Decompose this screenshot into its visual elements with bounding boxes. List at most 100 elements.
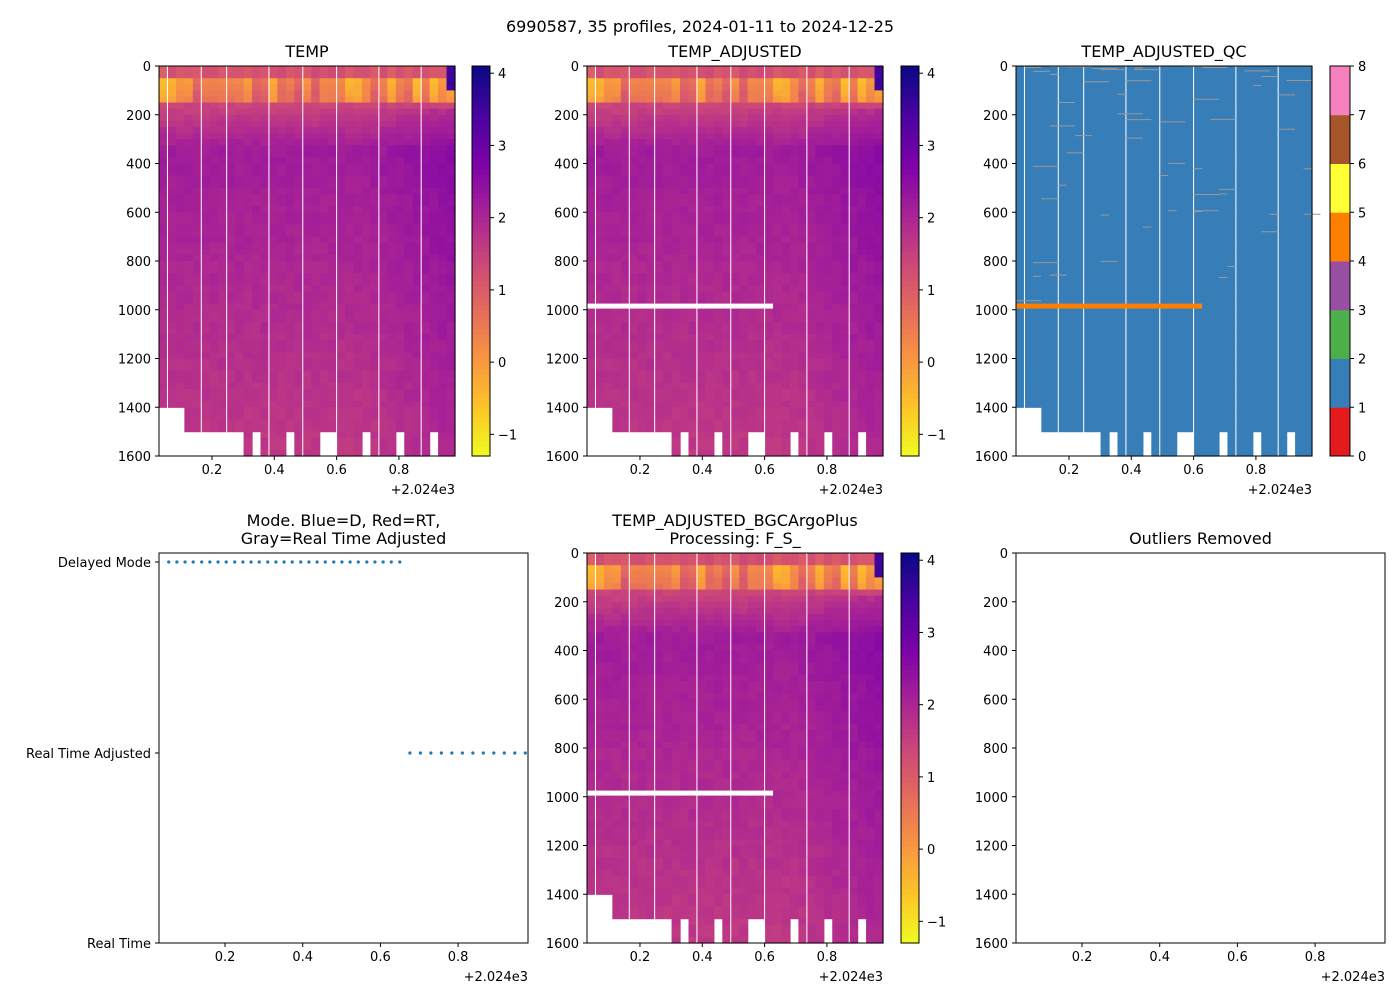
temp-adjusted-cell [603,291,613,299]
temp-adjusted-cell [832,358,842,366]
temp-cell [243,151,253,159]
temp-cell [277,376,287,384]
temp-cell [243,120,253,128]
temp-cell [218,181,228,189]
temp-adjusted-cell [832,285,842,293]
temp-cell [302,431,312,439]
temp-cell [345,340,355,347]
temp-adjusted-qc-cell [1066,267,1076,274]
temp-adjusted-cell [730,273,740,280]
temp-cell [438,364,448,372]
temp-cell [370,388,380,396]
temp-cell [285,212,295,219]
temp-adjusted-cell [832,376,842,384]
temp-adjusted-qc-cell [1024,218,1034,226]
temp-cell [328,157,338,165]
temp-adjusted-cell [603,193,613,201]
temp-adjusted-cell [849,419,859,427]
temp-cell [268,437,278,445]
temp-cell [446,407,456,414]
temp-adjusted-cell [773,437,783,445]
temp-adjusted-cell [663,96,673,104]
temp-adjusted-cell [857,72,867,79]
temp-adjusted-cell [739,126,749,134]
temp-cell [319,376,329,384]
temp-adjusted-cell [637,157,647,165]
temp-cell [353,236,363,244]
temp-adjusted-cell [620,267,630,274]
temp-adjusted-qc-cell [1066,224,1076,232]
temp-cell [438,321,448,329]
temp-cell [209,321,219,329]
temp-cell [353,175,363,183]
temp-cell [345,218,355,226]
temp-adjusted-cell [756,145,766,152]
temp-cell [311,126,321,134]
temp-cell [370,346,380,354]
temp-adjusted-cell [773,169,783,177]
temp-adjusted-qc-cell [1058,139,1068,146]
temp-adjusted-cell [781,163,791,171]
temp-adjusted-cell [849,248,859,256]
temp-adjusted-cell [705,273,715,280]
temp-adjusted-cell [654,169,664,177]
temp-cell [429,297,439,305]
temp-cell [184,126,194,134]
temp-cell [235,151,245,159]
temp-adjusted-cell [764,297,774,305]
temp-adjusted-colorbar-seg [901,187,919,194]
temp-xtick-label: 0.6 [326,463,347,478]
temp-cell [328,358,338,366]
temp-adjusted-cell [798,163,808,171]
temp-cell [184,114,194,122]
temp-adjusted-qc-cell [1049,169,1059,177]
temp-adjusted-cell [671,285,681,293]
temp-cell [277,395,287,402]
temp-adjusted-cell [603,181,613,189]
temp-adjusted-cell [730,193,740,201]
temp-adjusted-cell [696,145,706,152]
temp-adjusted-colorbar-seg [901,139,919,145]
temp-cell [268,163,278,171]
temp-adjusted-cell [747,90,757,98]
temp-cell [328,248,338,256]
temp-adjusted-cell [654,72,664,79]
temp-colorbar-seg [472,236,490,243]
temp-adjusted-cell [587,370,597,378]
temp-adjusted-cell [705,443,715,451]
temp-adjusted-qc-cell [1058,66,1068,73]
temp-adjusted-qc-cell [1058,401,1068,408]
temp-adjusted-cell [595,358,605,366]
temp-cell [184,334,194,341]
temp-adjusted-cell [680,151,690,159]
temp-adjusted-cell [696,169,706,177]
temp-cell [192,388,202,396]
temp-cell [446,218,456,226]
temp-cell [243,382,253,390]
temp-adjusted-cell [646,267,656,274]
temp-adjusted-cell [680,84,690,91]
temp-cell [277,261,287,268]
temp-cell [429,401,439,408]
temp-adjusted-cell [688,84,698,91]
temp-cell [260,261,270,268]
temp-adjusted-cell [663,212,673,219]
temp-adjusted-cell [832,443,842,451]
temp-adjusted-cell [764,248,774,256]
temp-adjusted-qc-cell [1058,273,1068,280]
temp-adjusted-cell [603,212,613,219]
temp-cell [395,254,405,262]
temp-adjusted-cell [866,443,876,451]
temp-cbtick-label: 2 [498,212,506,227]
temp-cell [353,114,363,122]
temp-adjusted-cell [705,248,715,256]
temp-adjusted-cell [654,401,664,408]
temp-adjusted-cell [806,193,816,201]
temp-adjusted-cell [713,108,723,116]
temp-adjusted-cell [823,78,833,85]
temp-adjusted-cell [806,364,816,372]
temp-cell [302,108,312,116]
temp-cell [311,248,321,256]
temp-cell [353,248,363,256]
temp-cell [285,279,295,286]
